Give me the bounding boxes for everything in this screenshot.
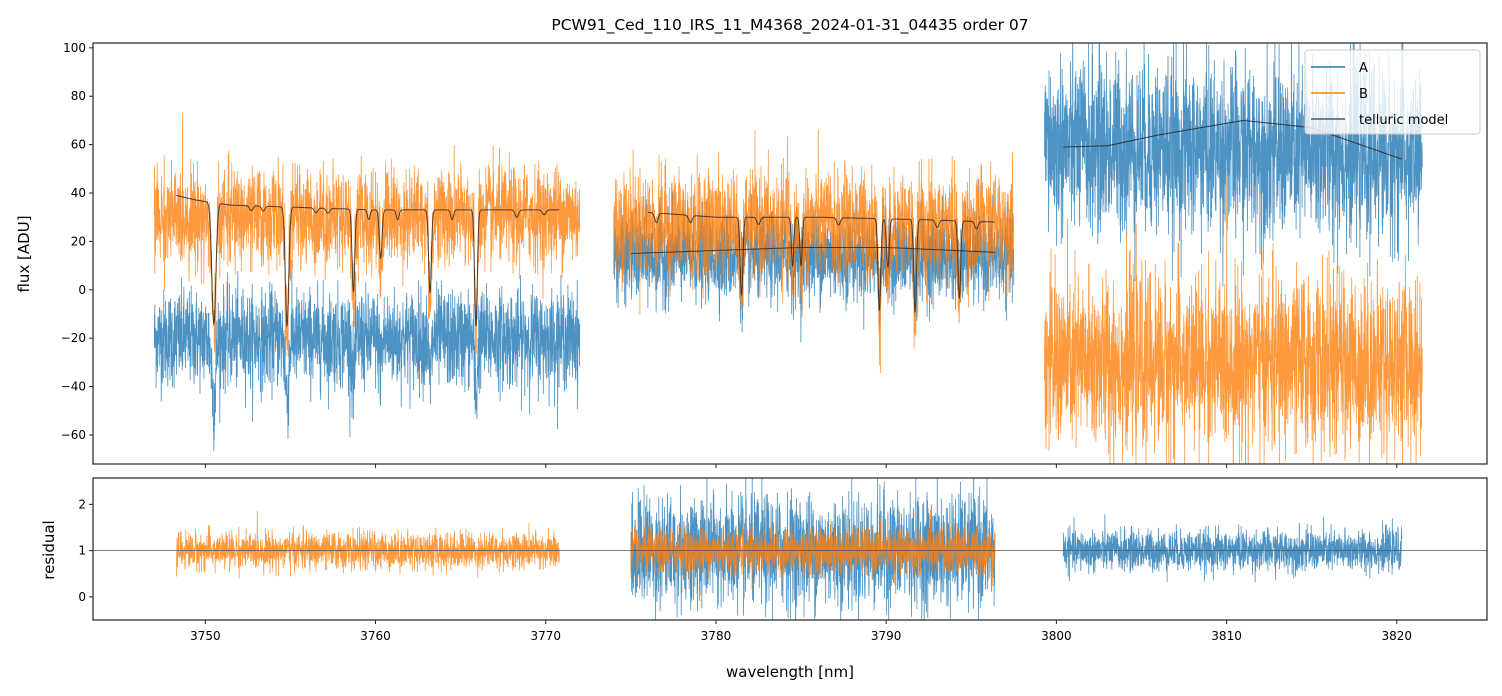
series-b-segment-3 xyxy=(1044,175,1423,464)
flux-axes-frame xyxy=(92,42,1488,465)
flux-y-tick-label: −20 xyxy=(61,331,86,345)
flux-y-tick-label: 60 xyxy=(71,138,86,152)
flux-y-tick-label: −60 xyxy=(61,428,86,442)
legend-label-telluric: telluric model xyxy=(1359,113,1448,128)
telluric-model-segment-2 xyxy=(647,211,995,314)
x-tick-label: 3770 xyxy=(530,629,561,643)
y-axis-label-flux: flux [ADU] xyxy=(15,215,33,292)
legend: A B telluric model xyxy=(1304,49,1481,135)
residual-b-segment-1 xyxy=(176,510,560,579)
x-axis-label: wavelength [nm] xyxy=(726,663,854,681)
flux-y-tick-label: 80 xyxy=(71,89,86,103)
residual-plot: 3750 3760 3770 3780 3790 3800 3810 3820 0 1 2 xyxy=(78,477,1488,643)
x-tick-label: 3760 xyxy=(360,629,391,643)
residual-y-tick-label: 1 xyxy=(78,544,86,558)
chart-title: PCW91_Ced_110_IRS_11_M4368_2024-01-31_04… xyxy=(551,16,1028,35)
legend-label-b: B xyxy=(1359,87,1368,102)
residual-a-segment-2 xyxy=(1062,514,1403,583)
flux-y-tick-label: −40 xyxy=(61,380,86,394)
x-tick-label: 3780 xyxy=(701,629,732,643)
series-a-segment-3 xyxy=(1044,43,1423,287)
x-tick-label: 3800 xyxy=(1041,629,1072,643)
flux-y-tick-label: 0 xyxy=(78,283,86,297)
flux-y-tick-label: 20 xyxy=(71,234,86,248)
telluric-model-segment-4 xyxy=(1063,119,1403,160)
residual-y-tick-label: 2 xyxy=(78,497,86,511)
flux-y-tick-label: 40 xyxy=(71,186,86,200)
series-a-segment-1 xyxy=(153,259,581,452)
flux-y-tick-label: 100 xyxy=(63,41,86,55)
flux-plot: −60 −40 −20 0 20 40 60 80 100 xyxy=(61,41,1488,468)
residual-y-tick-label: 0 xyxy=(78,590,86,604)
residual-axes-frame xyxy=(92,477,1488,621)
series-b-segment-1 xyxy=(153,113,581,367)
series-b-segment-2 xyxy=(613,129,1015,374)
telluric-model-segment-3 xyxy=(630,247,995,254)
x-tick-label: 3810 xyxy=(1211,629,1242,643)
y-axis-label-residual: residual xyxy=(40,520,58,579)
x-tick-label: 3820 xyxy=(1382,629,1413,643)
telluric-model-segment-1 xyxy=(176,194,560,328)
residual-b-segment-2 xyxy=(630,509,996,590)
legend-label-a: A xyxy=(1359,61,1368,76)
x-tick-label: 3790 xyxy=(871,629,902,643)
x-tick-label: 3750 xyxy=(190,629,221,643)
